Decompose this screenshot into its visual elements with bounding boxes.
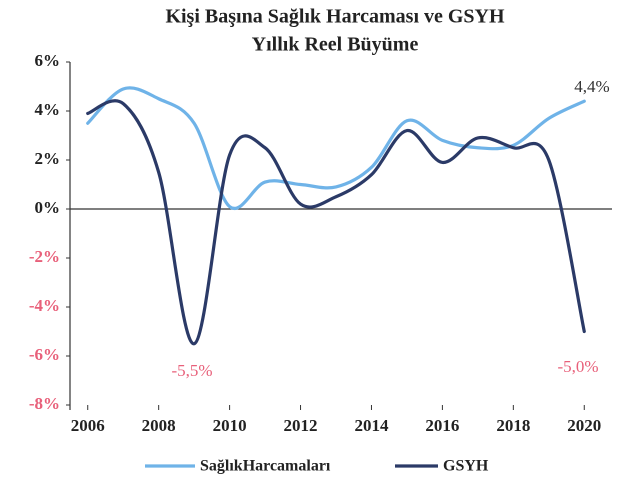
y-tick-label: -6% (29, 345, 60, 364)
y-tick-label: -8% (29, 394, 60, 413)
series-line (86, 99, 586, 346)
x-tick-label: 2018 (496, 416, 530, 435)
series-line (86, 86, 586, 211)
annotation: -5,0% (557, 357, 598, 376)
chart-title: Kişi Başına Sağlık Harcaması ve GSYH (165, 6, 505, 28)
y-tick-label: 2% (35, 149, 61, 168)
legend-label: GSYH (443, 458, 489, 475)
x-tick-label: 2008 (142, 416, 176, 435)
x-tick-label: 2010 (213, 416, 247, 435)
y-tick-label: -2% (29, 247, 60, 266)
x-tick-label: 2006 (71, 416, 105, 435)
y-tick-label: 6% (35, 51, 61, 70)
x-tick-label: 2012 (284, 416, 318, 435)
x-tick-label: 2020 (567, 416, 601, 435)
annotation: 4,4% (574, 77, 609, 96)
x-tick-label: 2014 (354, 416, 389, 435)
y-tick-label: 4% (35, 100, 61, 119)
annotation: -5,5% (171, 361, 212, 380)
y-tick-label: -4% (29, 296, 60, 315)
y-tick-label: 0% (35, 198, 61, 217)
legend-label: SağlıkHarcamaları (200, 458, 331, 475)
chart-title: Yıllık Reel Büyüme (252, 34, 419, 56)
x-tick-label: 2016 (425, 416, 459, 435)
